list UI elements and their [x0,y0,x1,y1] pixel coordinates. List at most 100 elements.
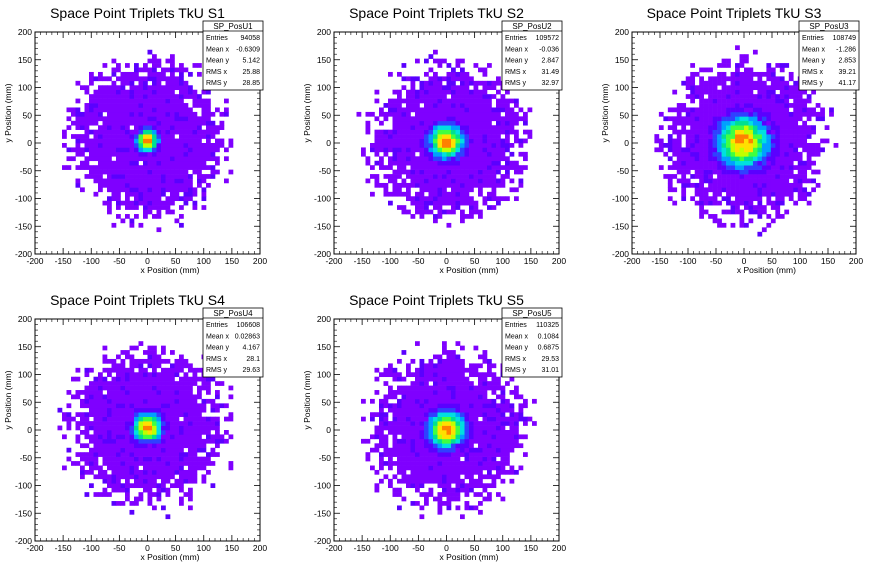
heatmap-cell [192,147,198,153]
heatmap-cell [518,151,524,157]
heatmap-cell [761,151,767,157]
heatmap-cell [192,474,198,480]
heatmap-cell [496,111,501,117]
heatmap-cell [183,160,189,166]
heatmap-cell [152,160,157,166]
heatmap-cell [183,358,189,364]
heatmap-cell [761,125,767,130]
heatmap-cell [125,107,130,113]
heatmap-cell [681,116,687,122]
y-tick-label: 100 [18,370,32,380]
heatmap-cell [419,492,425,497]
heatmap-cell [752,98,758,104]
heatmap-cell [473,461,479,466]
heatmap-cell [424,452,429,457]
heatmap-cell [379,421,384,426]
heatmap-cell [761,111,767,117]
heatmap-cell [406,403,411,409]
heatmap-cell [129,354,135,360]
heatmap-cell [179,134,184,139]
heatmap-cell [469,209,474,215]
heatmap-cell [419,89,425,95]
heatmap-cell [134,394,139,400]
heatmap-cell [170,434,175,440]
heatmap-cell [473,209,479,215]
heatmap-cell [410,447,416,453]
heatmap-cell [703,125,709,130]
heatmap-cell [473,63,479,68]
heatmap-cell [446,430,452,435]
heatmap-cell [98,434,103,440]
heatmap-cell [379,143,384,148]
heatmap-cell [428,465,434,471]
heatmap-cell [156,129,162,135]
heatmap-cell [415,501,420,506]
heatmap-cell [437,478,443,484]
heatmap-cell [374,434,380,440]
heatmap-cell [478,465,483,471]
heatmap-cell [730,125,736,130]
heatmap-cell [712,116,718,122]
heatmap-cell [156,125,162,130]
y-tick-label: 100 [317,83,331,93]
heatmap-cell [424,416,429,422]
heatmap-cell [460,103,465,108]
heatmap-cell [415,372,420,378]
heatmap-cell [509,129,515,135]
heatmap-cell [66,165,72,170]
heatmap-cell [125,496,130,502]
heatmap-cell [165,421,171,426]
heatmap-cell [401,147,407,153]
heatmap-cell [708,125,713,130]
heatmap-cell [473,98,479,104]
heatmap-cell [147,376,153,382]
heatmap-cell [188,438,193,444]
heatmap-cell [779,107,785,113]
heatmap-cell [757,174,763,179]
heatmap-cell [129,218,135,224]
heatmap-cell [134,412,139,417]
heatmap-cell [806,151,812,157]
heatmap-cell [667,196,673,202]
heatmap-cell [401,85,407,91]
heatmap-cell [388,129,393,135]
heatmap-cell [424,367,429,373]
heatmap-cell [464,438,470,444]
heatmap-cell [482,89,488,95]
x-tick-label: 0 [145,256,150,266]
heatmap-cell [134,345,139,351]
heatmap-cell [685,165,691,170]
heatmap-cell [120,76,126,82]
heatmap-cell [487,107,492,113]
heatmap-cell [748,218,754,224]
heatmap-cell [703,156,709,162]
heatmap-cell [446,461,452,466]
heatmap-cell [98,187,103,193]
heatmap-cell [206,120,211,126]
heatmap-cell [98,394,103,400]
heatmap-cell [446,129,452,135]
heatmap-cell [442,147,447,153]
heatmap-cell [388,98,393,104]
heatmap-cell [766,116,772,122]
heatmap-cell [165,160,171,166]
heatmap-cell [726,182,731,188]
heatmap-cell [129,85,135,91]
heatmap-cell [183,129,189,135]
heatmap-cell [464,174,470,179]
heatmap-cell [383,147,389,153]
heatmap-cell [748,120,754,126]
heatmap-cell [179,165,184,170]
heatmap-cell [80,120,85,126]
heatmap-cell [703,178,709,184]
heatmap-cell [392,416,398,422]
heatmap-cell [694,138,700,144]
heatmap-cell [410,214,416,219]
heatmap-cell [509,160,515,166]
heatmap-cell [129,398,135,404]
heatmap-cell [752,147,758,153]
heatmap-cell [152,430,157,435]
heatmap-cell [437,85,443,91]
heatmap-cell [478,138,483,144]
heatmap-cell [775,156,781,162]
